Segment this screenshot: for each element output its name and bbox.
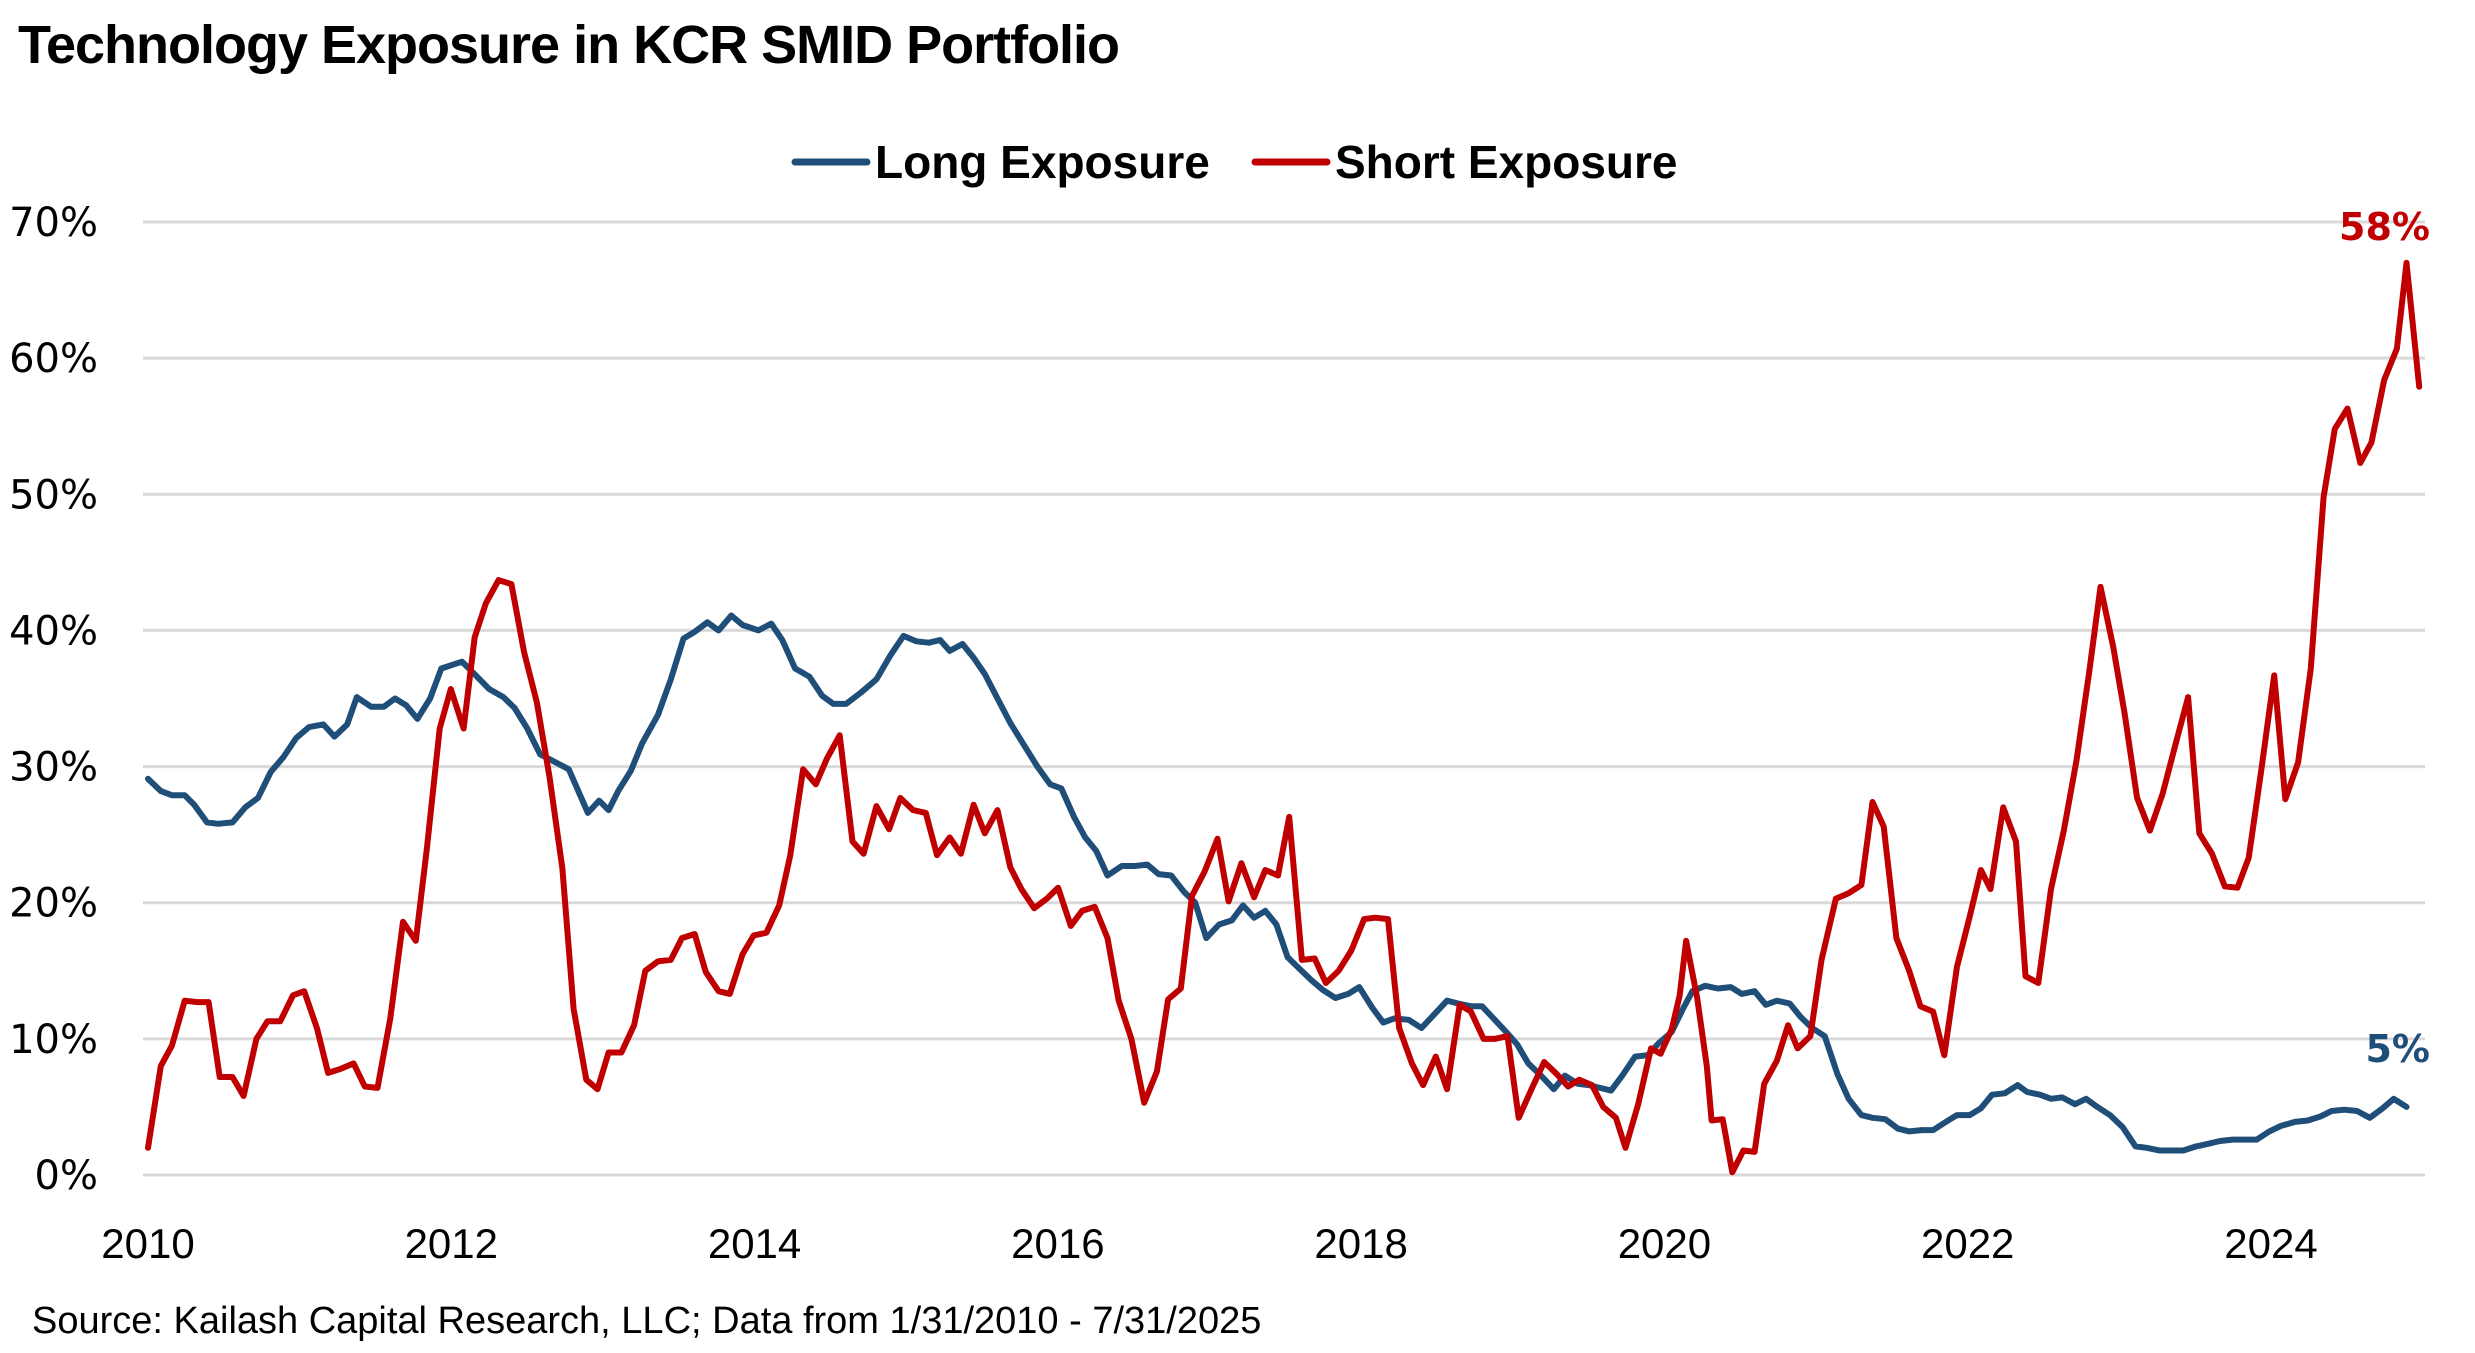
y-tick-label: 60% bbox=[9, 336, 98, 382]
x-tick-label: 2010 bbox=[101, 1220, 194, 1267]
x-tick-label: 2012 bbox=[405, 1220, 498, 1267]
y-tick-label: 40% bbox=[9, 608, 98, 654]
end-labels: 5% 58% bbox=[2339, 205, 2430, 1071]
x-tick-label: 2018 bbox=[1314, 1220, 1407, 1267]
legend-label: Short Exposure bbox=[1335, 136, 1678, 188]
x-tick-label: 2020 bbox=[1618, 1220, 1711, 1267]
y-tick-label: 0% bbox=[35, 1153, 98, 1199]
y-tick-label: 70% bbox=[9, 200, 98, 246]
y-tick-label: 30% bbox=[9, 745, 98, 791]
end-value-label: 58% bbox=[2339, 205, 2430, 249]
source-note: Source: Kailash Capital Research, LLC; D… bbox=[32, 1300, 1262, 1342]
gridlines bbox=[143, 220, 2425, 1177]
x-axis-ticks: 2010 2012 2014 2016 2018 2020 2022 2024 bbox=[101, 1220, 2317, 1267]
end-value-label: 5% bbox=[2365, 1027, 2430, 1071]
x-tick-label: 2014 bbox=[708, 1220, 801, 1267]
long-exposure-line bbox=[145, 612, 2410, 1154]
legend-label: Long Exposure bbox=[875, 136, 1210, 188]
y-tick-label: 10% bbox=[9, 1017, 98, 1063]
y-tick-label: 20% bbox=[9, 881, 98, 927]
y-tick-label: 50% bbox=[9, 472, 98, 518]
short-exposure-line bbox=[145, 259, 2423, 1176]
chart-title: Technology Exposure in KCR SMID Portfoli… bbox=[18, 15, 1120, 75]
legend: Long Exposure Short Exposure bbox=[791, 136, 1678, 188]
y-axis-ticks: 0% 10% 20% 30% 40% 50% 60% 70% bbox=[9, 200, 98, 1199]
x-tick-label: 2016 bbox=[1011, 1220, 1104, 1267]
x-tick-label: 2022 bbox=[1921, 1220, 2014, 1267]
x-tick-label: 2024 bbox=[2224, 1220, 2317, 1267]
series-lines bbox=[145, 259, 2423, 1176]
